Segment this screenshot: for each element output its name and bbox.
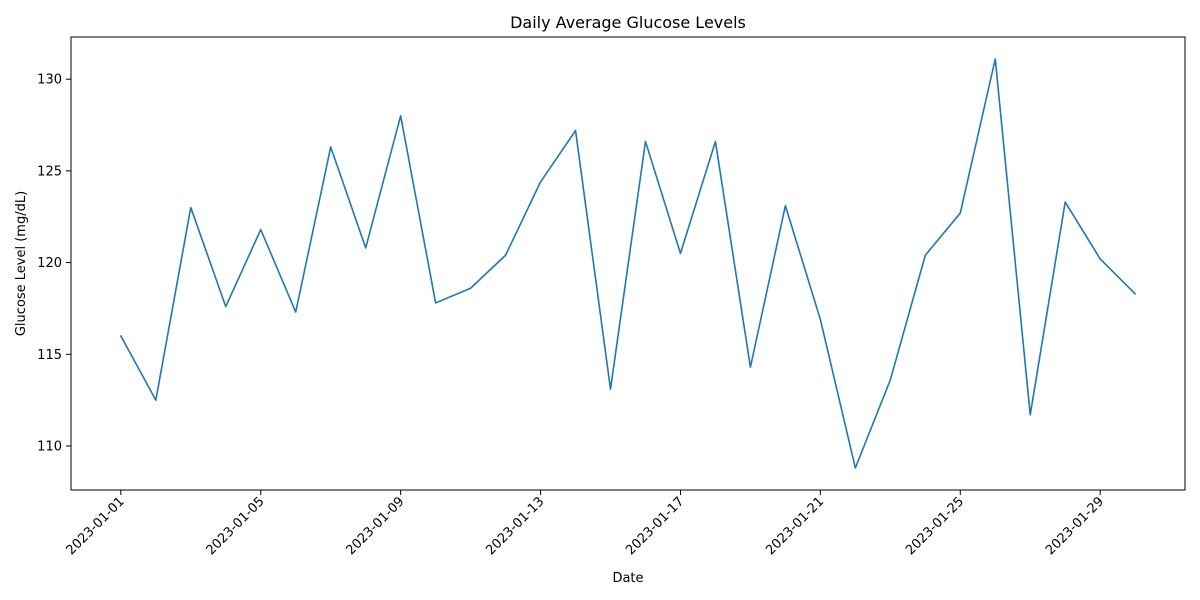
x-axis-title: Date (612, 571, 643, 586)
y-tick-label: 110 (37, 439, 62, 454)
y-axis-title: Glucose Level (mg/dL) (14, 191, 29, 336)
axes-frame (70, 36, 1186, 491)
plot-area (70, 36, 1186, 491)
y-tick-label: 115 (37, 348, 62, 363)
y-axis-ticks: 110 115 120 125 130 (37, 73, 71, 454)
chart-title: Daily Average Glucose Levels (510, 13, 746, 32)
y-tick-label: 130 (37, 73, 62, 88)
y-tick-label: 125 (37, 164, 62, 179)
series-line-0 (120, 58, 1136, 469)
y-tick-label: 120 (37, 256, 62, 271)
